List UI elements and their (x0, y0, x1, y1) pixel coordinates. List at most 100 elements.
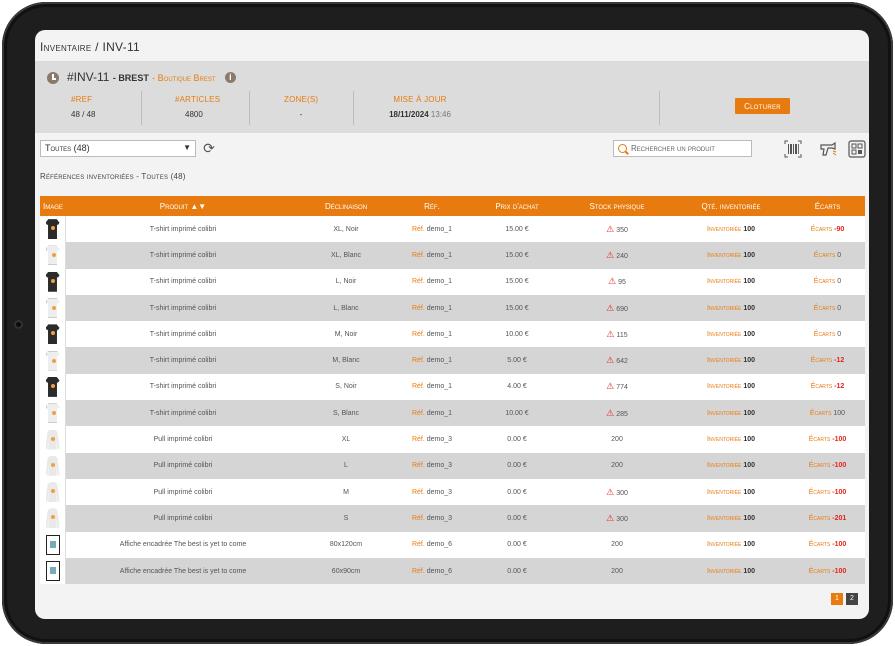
cell-produit: T-shirt imprimé colibri (149, 383, 217, 391)
table-row[interactable]: T-shirt imprimé colibri S, Blanc Réf. demo… (40, 400, 865, 427)
ref-prefix: Réf. (411, 436, 425, 444)
stat-update-date: 18/11/2024 (389, 110, 429, 119)
cell-qte[interactable]: Inventoriée 100 (672, 462, 790, 469)
cell-qte[interactable]: Inventoriée 100 (672, 226, 790, 233)
ref-prefix: Réf. (411, 488, 425, 496)
cell-ecarts[interactable]: Écarts -100 (790, 541, 865, 548)
cell-ecarts[interactable]: Écarts -12 (790, 357, 865, 364)
cell-qte[interactable]: Inventoriée 100 (672, 305, 790, 312)
cell-produit: Pull imprimé colibri (153, 436, 213, 444)
scanner-icon[interactable] (819, 140, 837, 158)
ecart-prefix: Écarts (808, 514, 831, 522)
barcode-icon[interactable] (784, 140, 802, 158)
table-row[interactable]: T-shirt imprimé colibri M, Blanc Réf. demo… (40, 347, 865, 374)
cell-ecarts[interactable]: Écarts 0 (790, 278, 865, 285)
stat-zones-value: - (299, 110, 303, 119)
cell-ecarts[interactable]: Écarts -100 (790, 436, 865, 443)
cell-prix: 4.00 € (507, 383, 527, 391)
refresh-icon[interactable]: ⟳ (203, 140, 215, 156)
ecart-value: 0 (837, 251, 842, 259)
stock-value: 690 (616, 305, 628, 313)
stock-value: 200 (611, 436, 623, 444)
ecart-prefix: Écarts (808, 436, 831, 444)
ref-prefix: Réf. (411, 567, 425, 575)
qte-value: 100 (743, 409, 755, 417)
table-row[interactable]: Pull imprimé colibri M Réf. demo_3 0.00 € ⚠ 3… (40, 478, 865, 506)
table-row[interactable]: T-shirt imprimé colibri L, Blanc Réf. demo… (40, 294, 865, 322)
warning-icon: ⚠ (606, 486, 615, 497)
filter-select[interactable]: Toutes (48) ▼ (40, 140, 196, 157)
product-thumbnail (40, 373, 66, 401)
info-icon[interactable]: i (224, 72, 236, 83)
inventory-shop[interactable]: Boutique Brest (157, 73, 216, 83)
header-produit[interactable]: Produit ▲▼ (159, 201, 207, 211)
cell-ecarts[interactable]: Écarts 100 (790, 410, 865, 417)
qte-prefix: Inventoriée (707, 357, 742, 365)
cell-stock: 200 (562, 541, 672, 548)
qte-prefix: Inventoriée (707, 462, 742, 470)
table-row[interactable]: T-shirt imprimé colibri S, Noir Réf. demo_… (40, 373, 865, 401)
cell-prix: 10.00 € (505, 330, 529, 338)
cell-ecarts[interactable]: Écarts 0 (790, 252, 865, 259)
ref-value: demo_1 (426, 251, 453, 259)
table-row[interactable]: T-shirt imprimé colibri M, Noir Réf. demo_… (40, 321, 865, 348)
ecart-prefix: Écarts (813, 330, 836, 338)
sort-icon[interactable]: ▲▼ (190, 201, 207, 211)
cell-produit: Pull imprimé colibri (153, 514, 213, 522)
stat-update-time: 13:46 (430, 110, 451, 119)
cell-qte[interactable]: Inventoriée 100 (672, 436, 790, 443)
product-thumbnail (40, 400, 66, 427)
cell-ecarts[interactable]: Écarts -90 (790, 226, 865, 233)
search-icon (618, 144, 627, 153)
page-1-button[interactable]: 1 (831, 593, 843, 605)
cell-ecarts[interactable]: Écarts -100 (790, 489, 865, 496)
ecart-prefix: Écarts (810, 383, 833, 391)
table-row[interactable]: T-shirt imprimé colibri L, Noir Réf. demo_… (40, 268, 865, 295)
cell-ref: Réf. demo_3 (392, 462, 472, 469)
cell-qte[interactable]: Inventoriée 100 (672, 383, 790, 390)
table-row[interactable]: Pull imprimé colibri L Réf. demo_3 0.00 € 20… (40, 452, 865, 479)
table-row[interactable]: Affiche encadrée The best is yet to come… (40, 531, 865, 558)
cell-qte[interactable]: Inventoriée 100 (672, 410, 790, 417)
search-input[interactable]: Rechercher un produit (613, 140, 752, 157)
cell-qte[interactable]: Inventoriée 100 (672, 331, 790, 338)
cell-qte[interactable]: Inventoriée 100 (672, 252, 790, 259)
cell-prix: 15.00 € (505, 251, 529, 259)
cell-ecarts[interactable]: Écarts -201 (790, 515, 865, 522)
cell-ecarts[interactable]: Écarts -12 (790, 383, 865, 390)
cell-ecarts[interactable]: Écarts 0 (790, 305, 865, 312)
cell-qte[interactable]: Inventoriée 100 (672, 515, 790, 522)
stat-articles: #ARTICLES 4800 (175, 95, 220, 119)
cell-qte[interactable]: Inventoriée 100 (672, 278, 790, 285)
ecart-prefix: Écarts (810, 225, 833, 233)
product-thumbnail (40, 452, 66, 479)
ref-prefix: Réf. (411, 304, 425, 312)
cell-ecarts[interactable]: Écarts 0 (790, 331, 865, 338)
table-row[interactable]: T-shirt imprimé colibri XL, Blanc Réf. dem… (40, 242, 865, 269)
cell-ecarts[interactable]: Écarts -100 (790, 462, 865, 469)
app-screen: Inventaire / INV-11 #INV-11 - Brest - Bo… (35, 30, 869, 619)
ref-value: demo_6 (426, 541, 453, 549)
product-thumbnail (40, 478, 66, 506)
cell-qte[interactable]: Inventoriée 100 (672, 541, 790, 548)
cell-qte[interactable]: Inventoriée 100 (672, 568, 790, 575)
cell-ecarts[interactable]: Écarts -100 (790, 568, 865, 575)
page-2-button[interactable]: 2 (846, 593, 858, 605)
ecart-value: -100 (832, 567, 847, 575)
header-image: Image (43, 201, 63, 211)
product-thumbnail (40, 426, 66, 453)
cell-qte[interactable]: Inventoriée 100 (672, 489, 790, 496)
stat-zones-label: ZONE(S) (284, 95, 319, 104)
qte-value: 100 (743, 251, 755, 259)
grid-scan-icon[interactable] (848, 140, 866, 158)
ref-value: demo_3 (426, 514, 453, 522)
cell-produit: T-shirt imprimé colibri (149, 304, 217, 312)
table-row[interactable]: Pull imprimé colibri XL Réf. demo_3 0.00 € 2… (40, 426, 865, 453)
cell-qte[interactable]: Inventoriée 100 (672, 357, 790, 364)
close-inventory-button[interactable]: Cloturer (735, 98, 790, 114)
table-row[interactable]: Pull imprimé colibri S Réf. demo_3 0.00 € ⚠ 3… (40, 505, 865, 532)
table-row[interactable]: T-shirt imprimé colibri XL, Noir Réf. demo… (40, 216, 865, 243)
qte-value: 100 (743, 304, 755, 312)
table-row[interactable]: Affiche encadrée The best is yet to come… (40, 557, 865, 585)
qte-prefix: Inventoriée (707, 304, 742, 312)
